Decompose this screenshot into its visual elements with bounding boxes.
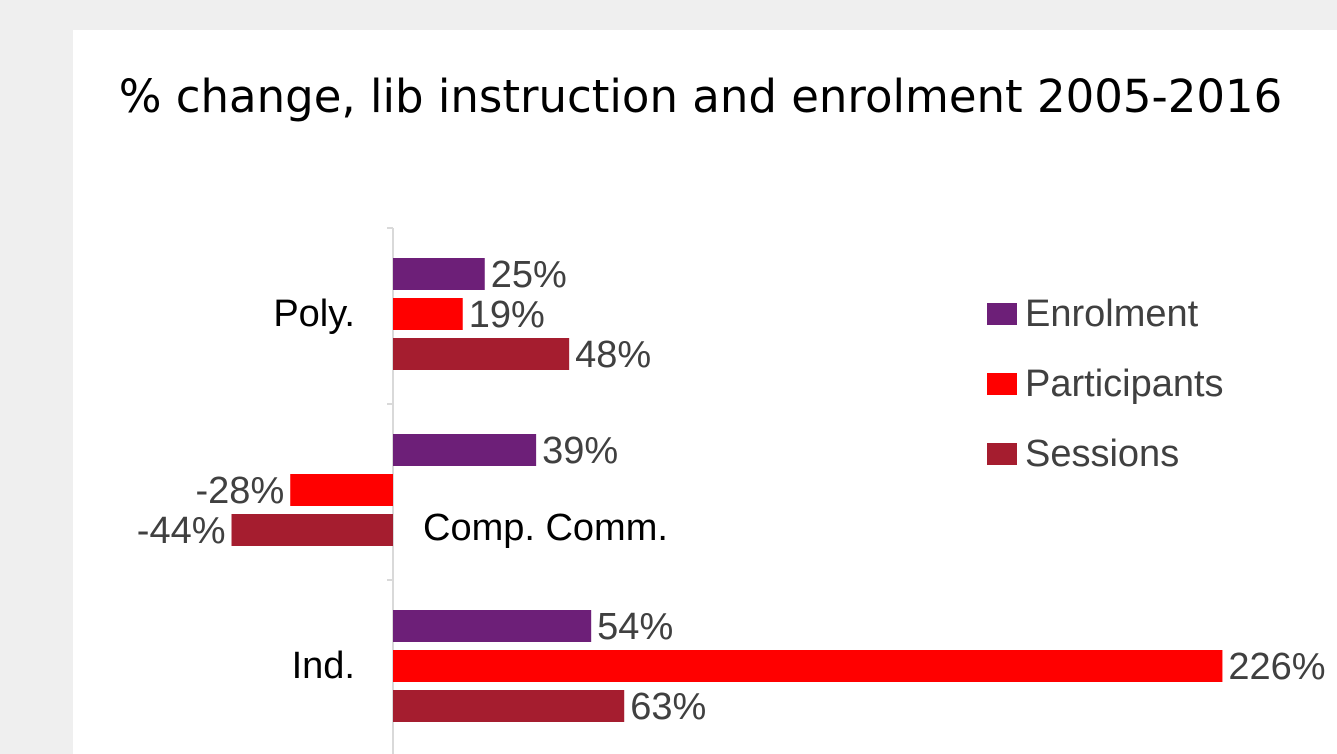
- bar-1-2: [393, 650, 1223, 682]
- bar-1-0: [393, 298, 463, 330]
- chart-legend: Enrolment Participants Sessions: [987, 293, 1224, 506]
- chart-panel: % change, lib instruction and enrolment …: [73, 30, 1337, 754]
- data-label-2-2: 63%: [630, 686, 706, 728]
- bar-2-0: [393, 338, 570, 370]
- data-label-1-1: -28%: [196, 470, 285, 512]
- legend-label-enrolment: Enrolment: [1025, 293, 1199, 335]
- legend-swatch-enrolment: [987, 303, 1017, 325]
- bar-2-2: [393, 690, 625, 722]
- data-label-1-0: 19%: [469, 294, 545, 336]
- legend-item-sessions: Sessions: [987, 433, 1224, 475]
- bar-1-1: [290, 474, 393, 506]
- bar-2-1: [231, 514, 393, 546]
- data-label-2-0: 48%: [575, 334, 651, 376]
- legend-item-enrolment: Enrolment: [987, 293, 1224, 335]
- bar-0-1: [393, 434, 537, 466]
- data-label-0-2: 54%: [597, 606, 673, 648]
- data-label-2-1: -44%: [137, 510, 226, 552]
- legend-item-participants: Participants: [987, 363, 1224, 405]
- data-label-0-1: 39%: [542, 430, 618, 472]
- category-label-1: Comp. Comm.: [423, 507, 668, 549]
- chart-title: % change, lib instruction and enrolment …: [118, 70, 1283, 123]
- bar-0-2: [393, 610, 592, 642]
- bar-0-0: [393, 258, 485, 290]
- legend-swatch-sessions: [987, 443, 1017, 465]
- category-label-2: Ind.: [292, 645, 355, 687]
- data-label-0-0: 25%: [491, 254, 567, 296]
- category-label-0: Poly.: [273, 293, 355, 335]
- legend-swatch-participants: [987, 373, 1017, 395]
- legend-label-participants: Participants: [1025, 363, 1224, 405]
- data-label-1-2: 226%: [1228, 646, 1325, 688]
- legend-label-sessions: Sessions: [1025, 433, 1180, 475]
